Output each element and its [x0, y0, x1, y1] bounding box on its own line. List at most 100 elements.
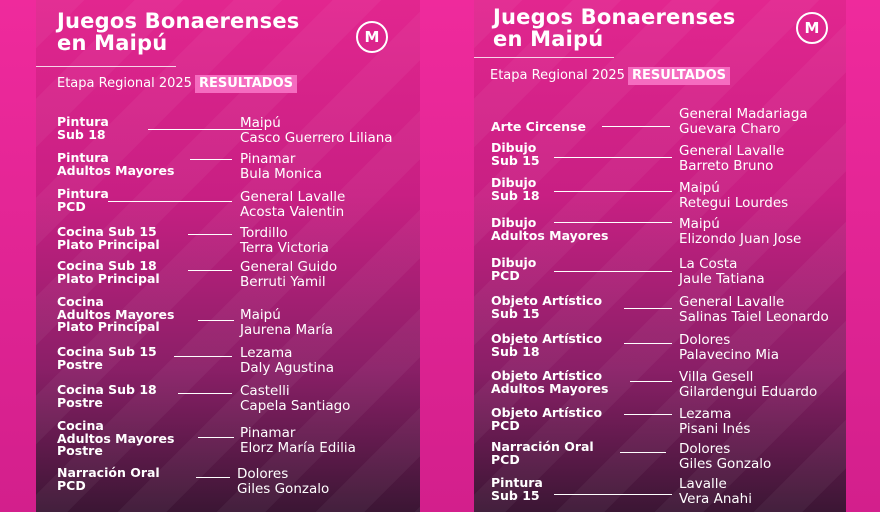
results-panel-left: Juegos Bonaerenses en Maipú M Etapa Regi… — [36, 0, 420, 512]
result-text: Pinamar Bula Monica — [240, 151, 323, 182]
category-label: Cocina Adultos Mayores Postre — [57, 418, 175, 458]
connector-line — [148, 129, 262, 130]
result-text: Dolores Giles Gonzalo — [237, 466, 330, 497]
result-text: General Lavalle Barreto Bruno — [679, 143, 785, 174]
connector-line — [196, 477, 230, 478]
connector-line — [198, 320, 234, 321]
result-text: Maipú Casco Guerrero Liliana — [240, 115, 393, 146]
title-line-2: en Maipú — [57, 31, 168, 55]
connector-line — [190, 159, 232, 160]
result-text: Tordillo Terra Victoria — [240, 225, 329, 256]
result-entry: Cocina Sub 15 Plato Principal Tordillo Te… — [36, 225, 420, 262]
result-entry: Cocina Sub 15 Postre Lezama Daly Agustina — [36, 344, 420, 382]
category-label: Pintura Sub 18 — [57, 114, 109, 142]
title-line-2: en Maipú — [493, 27, 604, 51]
category-label: Arte Circense — [491, 119, 586, 134]
result-entry: Narración Oral PCD Dolores Giles Gonzalo — [474, 439, 846, 477]
result-entry: Pintura Sub 18 Maipú Casco Guerrero Lilia… — [36, 114, 420, 152]
result-entry: Arte Circense General Madariaga Guevara C… — [474, 107, 846, 143]
result-entry: Dibujo Sub 15 General Lavalle Barreto Bru… — [474, 140, 846, 178]
category-label: Dibujo Sub 18 — [491, 175, 540, 203]
middle-background-strip — [420, 0, 474, 512]
result-text: Castelli Capela Santiago — [240, 383, 351, 414]
category-label: Objeto Artístico Sub 18 — [491, 331, 603, 359]
connector-line — [554, 191, 672, 192]
result-text: General Lavalle Salinas Taiel Leonardo — [679, 294, 829, 325]
category-label: Narración Oral PCD — [491, 439, 594, 467]
result-text: Lavalle Vera Anahi — [679, 476, 752, 507]
result-entry: Objeto Artístico Adultos Mayores Villa G… — [474, 368, 846, 406]
result-entry: Dibujo Adultos Mayores Maipú Elizondo Jua… — [474, 215, 846, 253]
result-entry: Cocina Adultos Mayores Plato Principal M… — [36, 294, 420, 338]
panel-title: Juegos Bonaerenses en Maipú — [493, 6, 735, 50]
result-text: Pinamar Elorz María Edilia — [240, 425, 356, 456]
result-text: Maipú Retegui Lourdes — [679, 180, 789, 211]
result-entry: Pintura Sub 15 Lavalle Vera Anahi — [474, 475, 846, 512]
connector-line — [620, 452, 666, 453]
category-label: Pintura PCD — [57, 186, 109, 214]
result-entry: Cocina Adultos Mayores Postre Pinamar Elo… — [36, 418, 420, 460]
municipality-logo-icon: M — [796, 12, 828, 44]
category-label: Cocina Sub 15 Postre — [57, 344, 157, 372]
results-panel-right: Juegos Bonaerenses en Maipú M Etapa Regi… — [474, 0, 846, 512]
category-label: Cocina Sub 18 Plato Principal — [57, 258, 160, 286]
category-label: Objeto Artístico Sub 15 — [491, 293, 603, 321]
municipality-logo-icon: M — [356, 21, 388, 53]
result-entry: Narración Oral PCD Dolores Giles Gonzalo — [36, 466, 420, 503]
connector-line — [624, 414, 672, 415]
category-label: Pintura Adultos Mayores — [57, 150, 175, 178]
connector-line — [108, 201, 232, 202]
result-text: Maipú Elizondo Juan Jose — [679, 216, 802, 247]
category-label: Dibujo PCD — [491, 255, 537, 283]
left-background-strip — [0, 0, 36, 512]
result-entry: Cocina Sub 18 Postre Castelli Capela Sant… — [36, 382, 420, 420]
result-entry: Dibujo Sub 18 Maipú Retegui Lourdes — [474, 175, 846, 213]
result-text: Maipú Jaurena María — [240, 307, 333, 338]
panel-subtitle: Etapa Regional 2025 RESULTADOS — [57, 75, 298, 93]
connector-line — [630, 381, 672, 382]
category-label: Dibujo Sub 15 — [491, 140, 540, 168]
stage-label: Etapa Regional 2025 — [57, 76, 192, 91]
connector-line — [554, 494, 672, 495]
result-text: General Guido Berruti Yamil — [240, 259, 338, 290]
connector-line — [554, 271, 672, 272]
connector-line — [602, 126, 670, 127]
connector-line — [178, 393, 232, 394]
stage-label: Etapa Regional 2025 — [490, 68, 625, 83]
category-label: Pintura Sub 15 — [491, 475, 543, 503]
result-entry: Objeto Artístico Sub 15 General Lavalle S… — [474, 293, 846, 331]
connector-line — [188, 234, 232, 235]
title-line-1: Juegos Bonaerenses — [57, 9, 300, 33]
connector-line — [624, 343, 672, 344]
result-entry: Objeto Artístico Sub 18 Dolores Palavecin… — [474, 331, 846, 369]
result-text: Villa Gesell Gilardengui Eduardo — [679, 369, 818, 400]
connector-line — [554, 222, 672, 223]
result-text: General Madariaga Guevara Charo — [679, 106, 808, 137]
title-underline — [36, 66, 176, 67]
result-entry: Pintura Adultos Mayores Pinamar Bula Moni… — [36, 150, 420, 188]
result-text: Lezama Daly Agustina — [240, 345, 334, 376]
result-text: Dolores Giles Gonzalo — [679, 441, 772, 472]
connector-line — [198, 437, 234, 438]
result-text: General Lavalle Acosta Valentin — [240, 189, 346, 220]
category-label: Cocina Adultos Mayores Plato Principal — [57, 294, 175, 334]
category-label: Objeto Artístico Adultos Mayores — [491, 368, 609, 396]
results-badge: RESULTADOS — [627, 67, 731, 85]
title-line-1: Juegos Bonaerenses — [493, 5, 736, 29]
category-label: Dibujo Adultos Mayores — [491, 215, 609, 243]
category-label: Cocina Sub 18 Postre — [57, 382, 157, 410]
result-entry: Dibujo PCD La Costa Jaule Tatiana — [474, 255, 846, 293]
result-text: Dolores Palavecino Mia — [679, 332, 780, 363]
result-text: La Costa Jaule Tatiana — [679, 256, 765, 287]
connector-line — [554, 157, 672, 158]
panel-subtitle: Etapa Regional 2025 RESULTADOS — [490, 67, 731, 85]
connector-line — [174, 356, 232, 357]
result-entry: Pintura PCD General Lavalle Acosta Valent… — [36, 186, 420, 224]
title-underline — [474, 57, 614, 58]
right-background-strip — [846, 0, 880, 512]
connector-line — [624, 308, 672, 309]
category-label: Objeto Artístico PCD — [491, 405, 603, 433]
connector-line — [188, 270, 232, 271]
result-entry: Objeto Artístico PCD Lezama Pisani Inés — [474, 405, 846, 443]
result-text: Lezama Pisani Inés — [679, 406, 751, 437]
